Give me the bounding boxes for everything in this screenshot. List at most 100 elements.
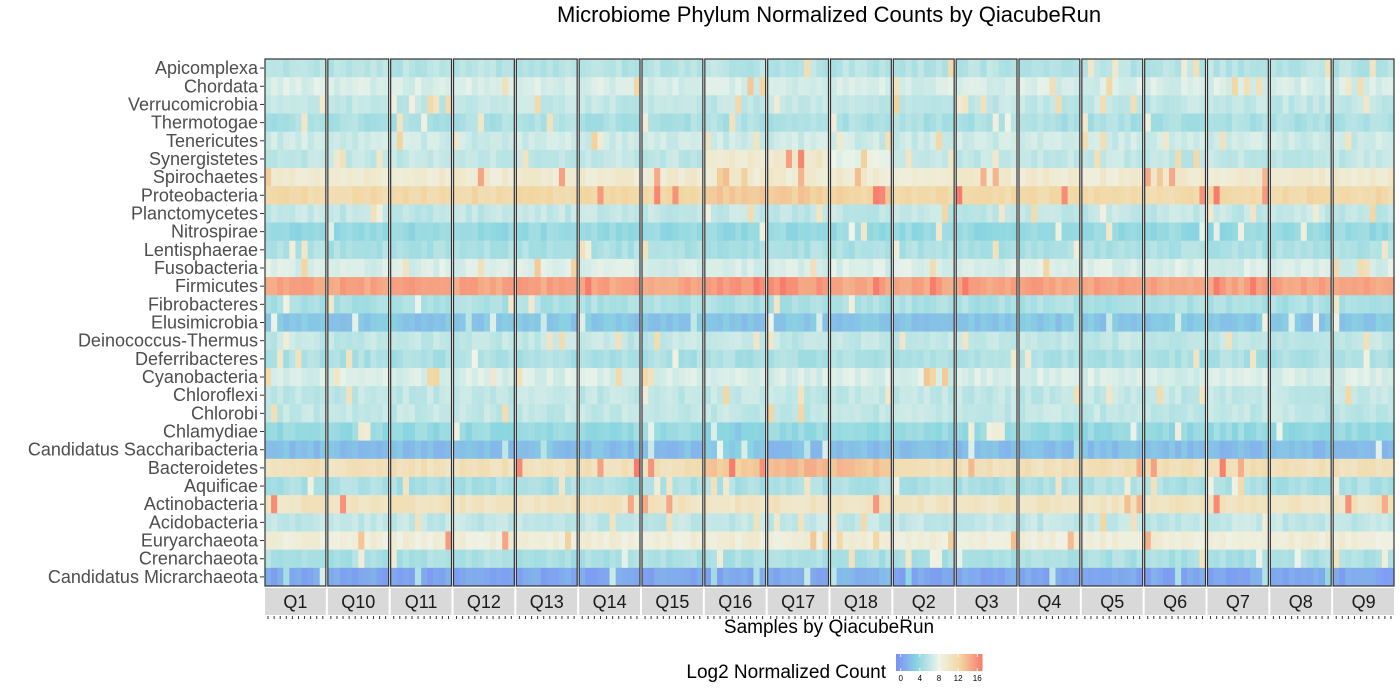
heatmap-cell (1250, 277, 1257, 296)
heatmap-cell (690, 168, 698, 187)
heatmap-cell (717, 77, 724, 96)
heatmap-cell (666, 313, 673, 332)
heatmap-cell (654, 59, 661, 78)
heatmap-cell (408, 204, 416, 223)
heatmap-cell (704, 277, 712, 296)
heatmap-cell (1181, 77, 1188, 96)
heatmap-cell (942, 386, 949, 405)
heatmap-cell (1319, 277, 1326, 296)
heatmap-cell (402, 131, 410, 151)
heatmap-cell (678, 549, 685, 569)
heatmap-cell (1067, 313, 1075, 332)
heatmap-cell (1106, 59, 1113, 78)
heatmap-cell (1306, 531, 1314, 551)
heatmap-cell (627, 549, 635, 569)
heatmap-cell (1136, 495, 1144, 514)
heatmap-cell (1169, 59, 1176, 78)
heatmap-cell (1213, 549, 1221, 569)
heatmap-cell (471, 59, 479, 78)
heatmap-cell (911, 549, 919, 569)
heatmap-cell (642, 567, 649, 587)
heatmap-cell (879, 458, 886, 478)
heatmap-cell (1306, 313, 1314, 332)
heatmap-cell (390, 567, 398, 587)
heatmap-cell (382, 204, 390, 223)
heatmap-cell (1282, 59, 1289, 78)
heatmap-cell (295, 204, 302, 223)
heatmap-cell (798, 495, 805, 514)
heatmap-cell (672, 349, 679, 369)
heatmap-cell (792, 495, 799, 514)
heatmap-cell (313, 240, 321, 260)
heatmap-cell (1250, 149, 1257, 169)
heatmap-cell (956, 531, 963, 551)
heatmap-cell (798, 240, 805, 260)
heatmap-cell (773, 386, 781, 405)
heatmap-cell (1276, 567, 1283, 587)
heatmap-cell (465, 404, 473, 423)
heatmap-cell (1130, 386, 1137, 405)
heatmap-cell (696, 240, 704, 260)
heatmap-cell (1124, 277, 1131, 296)
heatmap-cell (779, 495, 787, 514)
heatmap-cell (1219, 549, 1227, 569)
heatmap-cell (427, 59, 434, 78)
heatmap-cell (830, 277, 837, 296)
heatmap-cell (1144, 349, 1152, 369)
heatmap-cell (571, 422, 578, 442)
heatmap-cell (1231, 458, 1239, 478)
heatmap-cell (968, 440, 975, 460)
heatmap-cell (265, 131, 272, 151)
heatmap-cell (1094, 386, 1101, 405)
heatmap-cell (1306, 404, 1314, 423)
heatmap-cell (333, 422, 341, 442)
heatmap-cell (579, 204, 586, 223)
heatmap-cell (956, 277, 963, 296)
heatmap-cell (1187, 149, 1194, 169)
heatmap-cell (968, 404, 975, 423)
heatmap-cell (798, 113, 805, 133)
heatmap-cell (1067, 95, 1075, 114)
heatmap-cell (1004, 440, 1012, 460)
heatmap-cell (1136, 131, 1144, 151)
heatmap-cell (1061, 295, 1069, 314)
heatmap-cell (1156, 277, 1164, 296)
heatmap-cell (1231, 513, 1239, 532)
heatmap-cell (621, 476, 629, 496)
heatmap-cell (1175, 458, 1182, 478)
heatmap-cell (1073, 386, 1081, 405)
heatmap-cell (295, 113, 302, 133)
heatmap-cell (1019, 404, 1026, 423)
heatmap-cell (333, 168, 341, 187)
heatmap-cell (792, 458, 799, 478)
heatmap-cell (540, 240, 548, 260)
phylum-label: Lentisphaerae (144, 240, 258, 260)
heatmap-cell (948, 313, 955, 332)
heatmap-cell (1130, 59, 1137, 78)
heatmap-cell (798, 258, 805, 278)
heatmap-cell (603, 513, 610, 532)
heatmap-cell (621, 277, 629, 296)
heatmap-cell (948, 149, 955, 169)
heatmap-cell (842, 222, 850, 242)
heatmap-cell (1237, 295, 1245, 314)
heatmap-cell (483, 513, 491, 532)
heatmap-cell (873, 440, 880, 460)
heatmap-cell (980, 168, 987, 187)
heatmap-cell (1213, 476, 1221, 496)
heatmap-cell (1262, 204, 1269, 223)
heatmap-cell (917, 313, 925, 332)
heatmap-cell (603, 277, 610, 296)
heatmap-cell (785, 458, 793, 478)
heatmap-cell (1118, 186, 1125, 205)
heatmap-cell (1061, 149, 1069, 169)
heatmap-cell (540, 258, 548, 278)
heatmap-cell (1043, 476, 1050, 496)
heatmap-cell (1300, 222, 1308, 242)
heatmap-cell (565, 168, 572, 187)
heatmap-cell (1112, 168, 1119, 187)
heatmap-cell (905, 404, 912, 423)
heatmap-cell (1219, 258, 1227, 278)
heatmap-cell (516, 277, 523, 296)
heatmap-cell (283, 476, 290, 496)
